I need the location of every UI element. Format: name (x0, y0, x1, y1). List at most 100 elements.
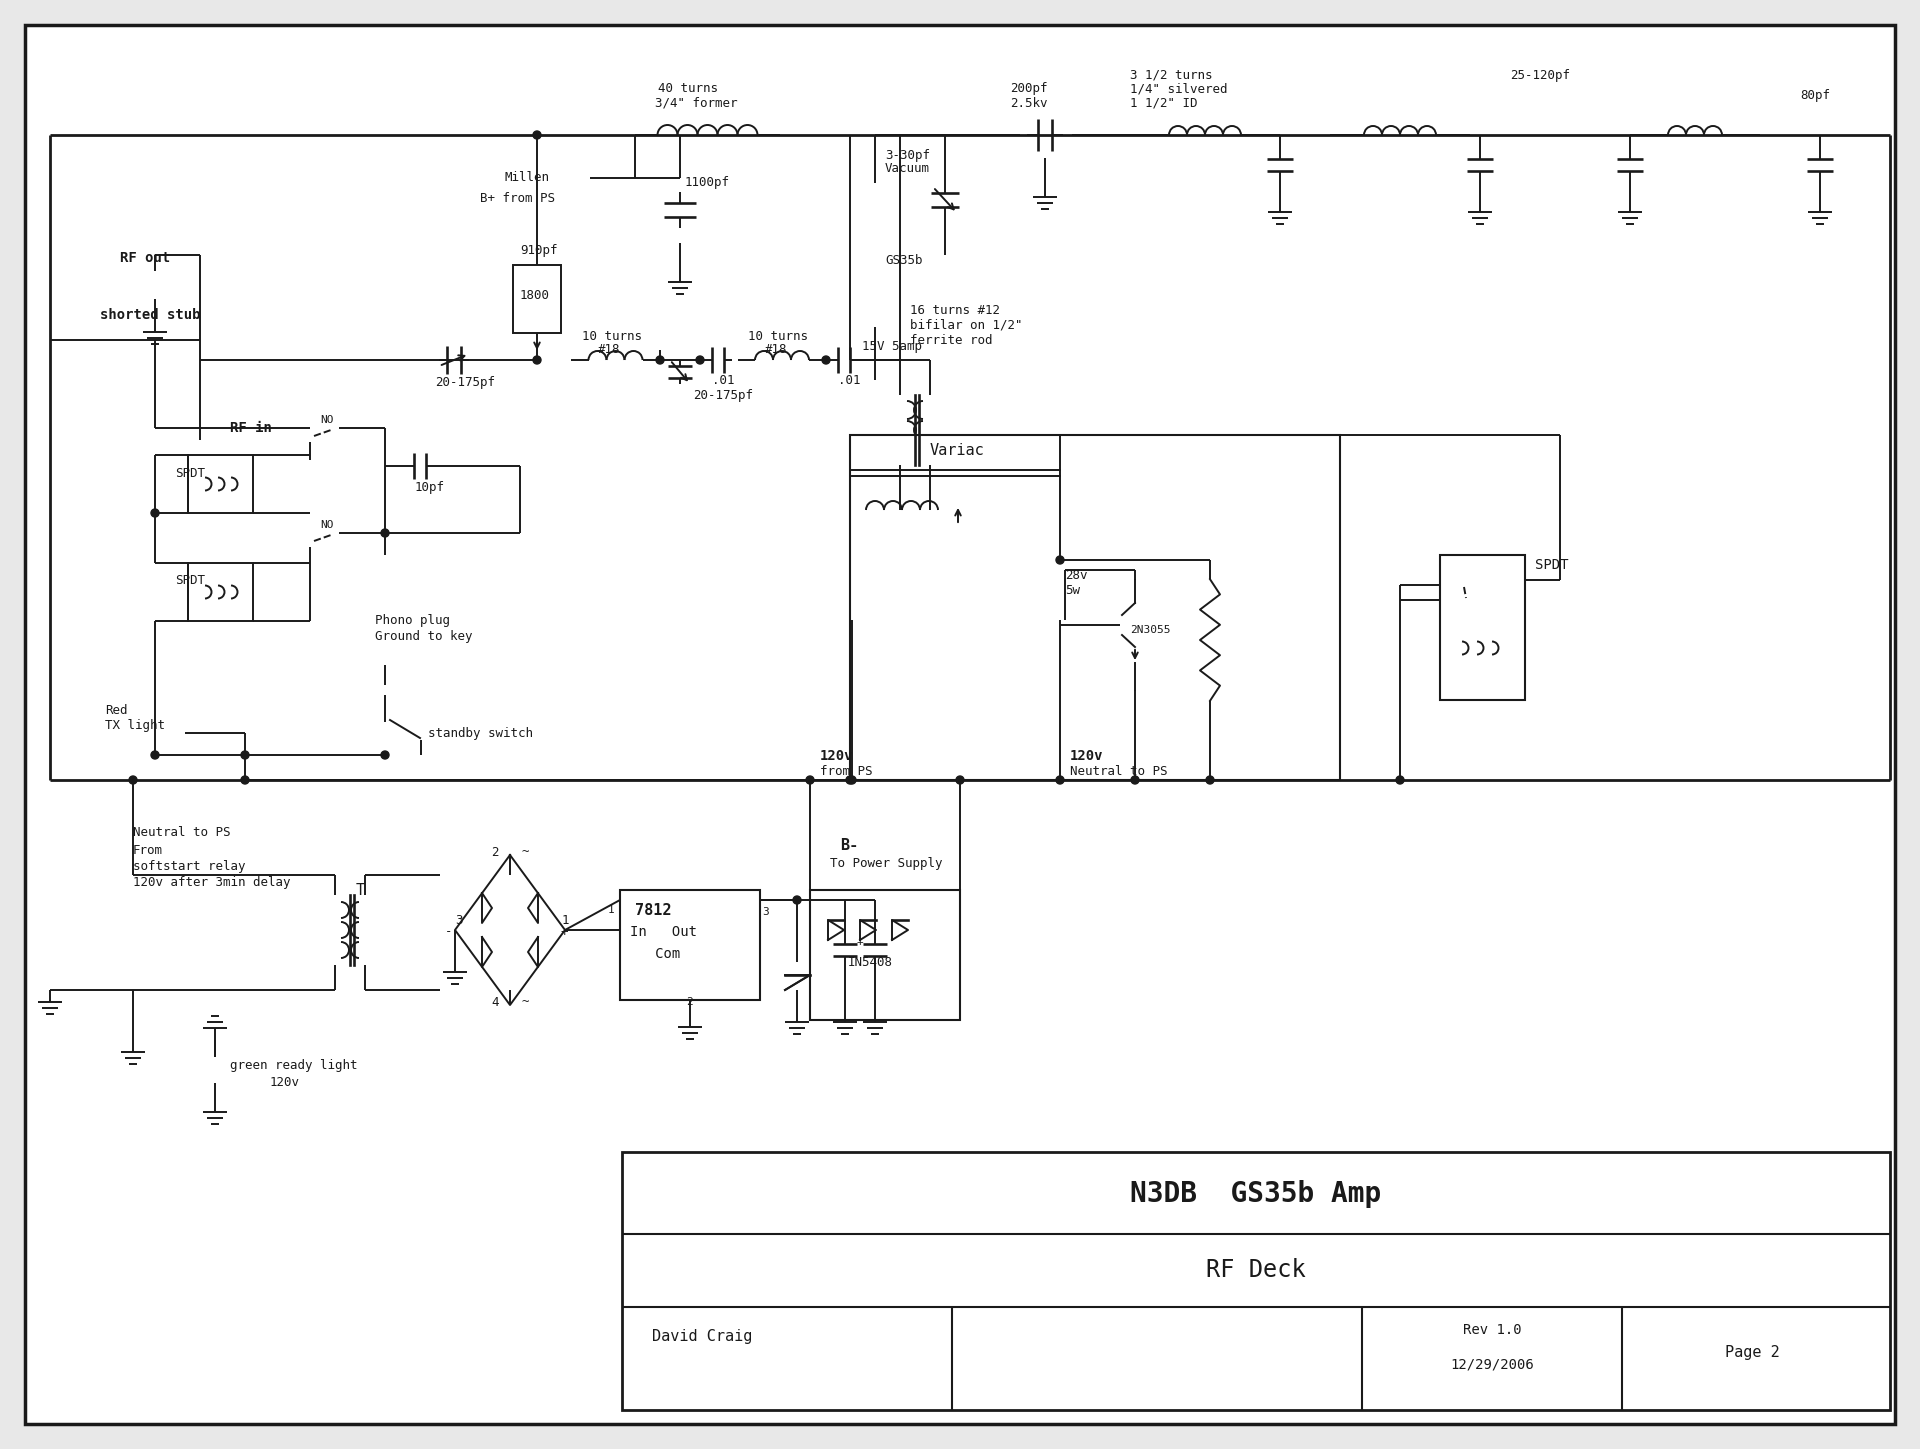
Bar (622, 1152, 1889, 1410)
Circle shape (242, 777, 250, 784)
Text: 20-175pf: 20-175pf (436, 375, 495, 388)
Text: B+ from PS: B+ from PS (480, 191, 555, 204)
Text: To Power Supply: To Power Supply (829, 856, 943, 869)
Text: Millen: Millen (505, 171, 549, 184)
Text: standby switch: standby switch (428, 726, 534, 739)
Circle shape (152, 509, 159, 517)
Bar (1440, 555, 1524, 700)
Text: Phono plug: Phono plug (374, 613, 449, 626)
Text: 1800: 1800 (520, 288, 549, 301)
Circle shape (129, 777, 136, 784)
Text: 7812: 7812 (636, 903, 672, 917)
Bar (188, 455, 253, 513)
Bar (188, 564, 253, 622)
Text: GS35b: GS35b (885, 254, 922, 267)
Text: 3: 3 (762, 907, 768, 917)
Text: from PS: from PS (820, 765, 872, 778)
Text: +: + (856, 938, 864, 948)
Text: 1100pf: 1100pf (685, 175, 730, 188)
Text: 120v: 120v (1069, 749, 1104, 764)
Text: TX light: TX light (106, 719, 165, 732)
Text: 1/4" silvered: 1/4" silvered (1131, 83, 1227, 96)
Circle shape (380, 751, 390, 759)
Text: 1 1/2" ID: 1 1/2" ID (1131, 97, 1198, 110)
Text: RF Deck: RF Deck (1206, 1258, 1306, 1282)
Circle shape (697, 356, 705, 364)
Text: .01: .01 (712, 374, 735, 387)
Text: David Craig: David Craig (653, 1330, 753, 1345)
Text: ~: ~ (520, 846, 528, 858)
Circle shape (1056, 556, 1064, 564)
Circle shape (793, 895, 801, 904)
Circle shape (152, 751, 159, 759)
Text: 10pf: 10pf (415, 481, 445, 494)
Text: 1: 1 (609, 906, 614, 914)
Text: 80pf: 80pf (1801, 88, 1830, 101)
Text: 15V 5amp: 15V 5amp (862, 339, 922, 352)
Text: RF in: RF in (230, 422, 273, 435)
Text: RF out: RF out (121, 251, 171, 265)
Text: green ready light: green ready light (230, 1059, 357, 1071)
Text: 120v after 3min delay: 120v after 3min delay (132, 875, 290, 888)
Text: Com: Com (630, 948, 680, 961)
Circle shape (849, 777, 856, 784)
Circle shape (380, 529, 390, 538)
Text: T: T (355, 882, 365, 897)
Bar (820, 930, 841, 965)
Bar (620, 890, 760, 1000)
Text: 3-30pf: 3-30pf (885, 148, 929, 161)
Text: SPDT: SPDT (175, 467, 205, 480)
Text: Page 2: Page 2 (1724, 1345, 1780, 1359)
Text: bifilar on 1/2": bifilar on 1/2" (910, 319, 1023, 332)
Bar (513, 265, 561, 333)
Circle shape (822, 356, 829, 364)
Text: From: From (132, 843, 163, 856)
Text: #18: #18 (597, 342, 620, 355)
Text: ~: ~ (520, 995, 528, 1009)
Text: 12/29/2006: 12/29/2006 (1450, 1358, 1534, 1372)
Text: N3DB  GS35b Amp: N3DB GS35b Amp (1131, 1179, 1382, 1208)
Text: 910pf: 910pf (520, 243, 557, 256)
Text: -: - (445, 926, 453, 939)
Circle shape (1396, 777, 1404, 784)
Text: .01: .01 (837, 374, 860, 387)
Text: IN5408: IN5408 (849, 956, 893, 969)
Text: 2N3055: 2N3055 (1131, 625, 1171, 635)
Text: 40 turns: 40 turns (659, 81, 718, 94)
Text: 4: 4 (492, 995, 499, 1009)
Text: 10 turns: 10 turns (749, 329, 808, 342)
Text: softstart relay: softstart relay (132, 859, 246, 872)
Text: SPDT: SPDT (175, 574, 205, 587)
Text: 200pf: 200pf (1010, 81, 1048, 94)
Circle shape (657, 356, 664, 364)
Text: shorted stub: shorted stub (100, 309, 200, 322)
Text: Rev 1.0: Rev 1.0 (1463, 1323, 1521, 1337)
Text: 2: 2 (685, 997, 693, 1007)
Text: 25-120pf: 25-120pf (1509, 68, 1571, 81)
Circle shape (534, 130, 541, 139)
Text: Red: Red (106, 704, 127, 716)
Text: 10 turns: 10 turns (582, 329, 641, 342)
Text: 3 1/2 turns: 3 1/2 turns (1131, 68, 1213, 81)
Text: 1: 1 (563, 913, 570, 926)
Text: B-: B- (841, 838, 858, 852)
Text: Vacuum: Vacuum (885, 161, 929, 174)
Text: Neutral to PS: Neutral to PS (132, 826, 230, 839)
Bar (851, 435, 1340, 780)
Text: 3/4" former: 3/4" former (655, 97, 737, 110)
Text: Variac: Variac (929, 442, 985, 458)
Circle shape (1131, 777, 1139, 784)
Circle shape (534, 356, 541, 364)
Text: 20-175pf: 20-175pf (693, 388, 753, 401)
Text: NO: NO (321, 520, 334, 530)
Text: 2: 2 (492, 846, 499, 858)
Text: Ground to key: Ground to key (374, 629, 472, 642)
Circle shape (847, 777, 854, 784)
Text: 120v: 120v (271, 1075, 300, 1088)
Text: SPDT: SPDT (1534, 558, 1569, 572)
Text: In   Out: In Out (630, 924, 697, 939)
Text: #18: #18 (764, 342, 787, 355)
Bar (810, 890, 960, 1020)
Text: 16 turns #12: 16 turns #12 (910, 303, 1000, 316)
Circle shape (956, 777, 964, 784)
